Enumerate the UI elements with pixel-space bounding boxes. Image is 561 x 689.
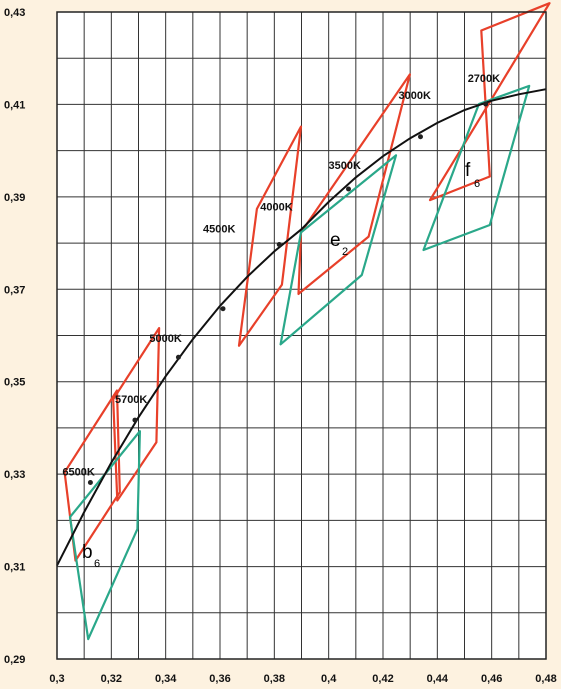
x-tick-label: 0,3	[49, 673, 64, 685]
y-tick-label: 0,35	[4, 377, 25, 389]
cct-label-4000k: 4000K	[260, 201, 292, 213]
cct-label-5000k: 5000K	[149, 333, 181, 345]
bin-sub-e2: 2	[342, 246, 348, 258]
red-quadrangle-1	[112, 327, 161, 502]
cct-label-6500k: 6500K	[62, 466, 94, 478]
y-axis-ticks: 0,29 0,31 0,33 0,35 0,37 0,39 0,41 0,43	[4, 7, 25, 666]
x-axis-ticks: 0,3 0,32 0,34 0,36 0,38 0,4 0,42 0,44 0,…	[49, 673, 556, 685]
green-quadrangle-1	[279, 154, 398, 346]
x-tick-label: 0,42	[372, 673, 393, 685]
red-quadrangle-4	[428, 2, 551, 202]
y-tick-label: 0,39	[4, 192, 25, 204]
cct-point-3000k	[417, 134, 423, 140]
bin-label-f6: f	[465, 160, 471, 181]
cct-label-3500k: 3500K	[328, 160, 360, 172]
cct-point-5000k	[175, 354, 181, 360]
cct-label-3000k: 3000K	[398, 90, 430, 102]
y-tick-label: 0,37	[4, 284, 25, 296]
bin-sub-b6: 6	[94, 558, 100, 570]
tolerance-quadrangles	[63, 2, 551, 641]
y-tick-label: 0,43	[4, 7, 25, 19]
cct-labels: 6500K 5700K 5000K 4500K 4000K 3500K 3000…	[62, 73, 500, 478]
x-tick-label: 0,32	[101, 673, 122, 685]
y-tick-label: 0,33	[4, 469, 25, 481]
x-tick-label: 0,38	[264, 673, 285, 685]
cct-point-2700k	[483, 101, 489, 107]
x-tick-label: 0,48	[535, 673, 556, 685]
cct-points	[87, 101, 489, 485]
bin-label-e2: e	[330, 230, 341, 251]
planckian-locus-line	[56, 88, 547, 567]
y-tick-label: 0,31	[4, 562, 25, 574]
red-quadrangle-2	[237, 125, 303, 347]
cct-point-6500k	[87, 479, 93, 485]
cct-point-4500k	[220, 306, 226, 312]
x-tick-label: 0,46	[481, 673, 502, 685]
plot-frame	[56, 11, 547, 660]
x-tick-label: 0,34	[155, 673, 177, 685]
cct-point-5700k	[132, 417, 138, 423]
bin-labels: b 6 e 2 f 6	[82, 160, 480, 570]
y-tick-label: 0,41	[4, 99, 25, 111]
green-quadrangle-0	[68, 430, 141, 641]
green-quadrangle-2	[422, 84, 531, 252]
cct-label-5700k: 5700K	[115, 394, 147, 406]
x-tick-label: 0,36	[209, 673, 230, 685]
cct-label-2700k: 2700K	[468, 73, 500, 85]
cct-point-3500k	[345, 186, 351, 192]
cct-point-4000k	[276, 241, 282, 247]
bin-label-b6: b	[82, 542, 93, 563]
x-tick-label: 0,4	[321, 673, 337, 685]
x-tick-label: 0,44	[427, 673, 449, 685]
y-tick-label: 0,29	[4, 654, 25, 666]
bin-sub-f6: 6	[474, 178, 480, 190]
red-quadrangle-3	[297, 73, 411, 295]
cct-label-4500k: 4500K	[203, 224, 235, 236]
